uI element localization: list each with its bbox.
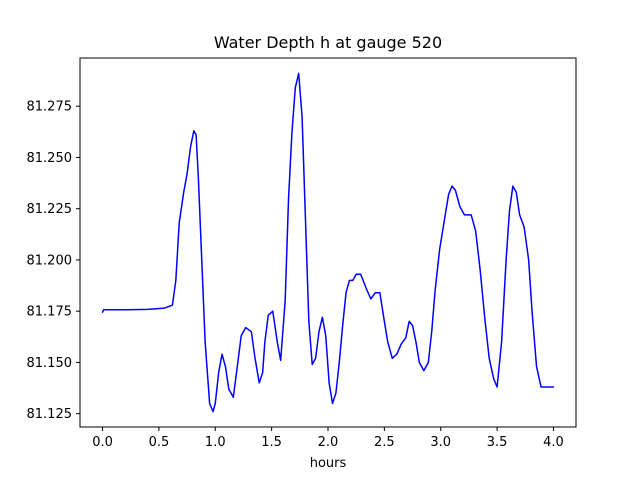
x-tick-label: 4.0 xyxy=(543,435,564,450)
chart-title: Water Depth h at gauge 520 xyxy=(214,33,442,52)
axes-frame xyxy=(79,57,577,428)
x-tick-label: 0.0 xyxy=(92,435,113,450)
y-tick-label: 81.225 xyxy=(27,202,73,217)
x-tick-label: 1.5 xyxy=(261,435,282,450)
x-tick-label: 3.5 xyxy=(487,435,508,450)
x-tick-label: 3.0 xyxy=(430,435,451,450)
y-axis: 81.125 81.150 81.175 81.200 81.225 81.250 81.2… xyxy=(27,100,80,422)
y-tick-label: 81.275 xyxy=(27,100,73,115)
y-tick-label: 81.200 xyxy=(27,253,73,268)
x-tick-label: 0.5 xyxy=(149,435,170,450)
x-tick-label: 2.0 xyxy=(318,435,339,450)
x-axis: 0.0 0.5 1.0 1.5 2.0 2.5 3.0 3.5 4.0 xyxy=(92,427,564,450)
y-tick-label: 81.175 xyxy=(27,305,73,320)
x-tick-label: 2.5 xyxy=(374,435,395,450)
plot-area xyxy=(101,72,555,413)
series-line-0 xyxy=(101,72,555,413)
x-axis-label: hours xyxy=(310,456,347,471)
y-tick-label: 81.250 xyxy=(27,151,73,166)
y-tick-label: 81.125 xyxy=(27,407,73,422)
y-tick-label: 81.150 xyxy=(27,356,73,371)
x-tick-label: 1.0 xyxy=(205,435,226,450)
